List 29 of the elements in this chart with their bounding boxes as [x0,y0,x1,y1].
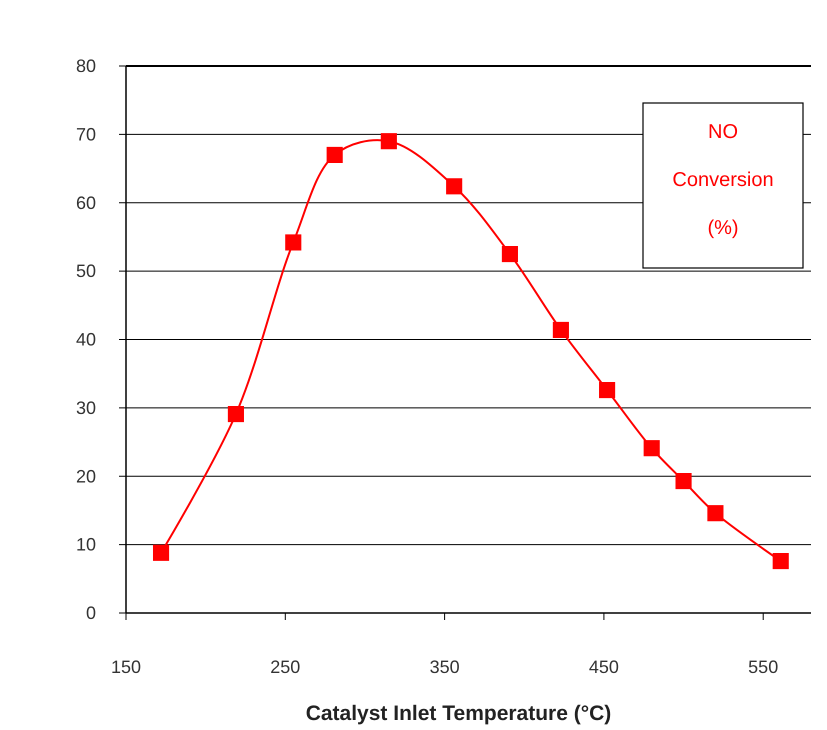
point [644,440,660,456]
x-tick-label: 250 [270,657,300,677]
y-tick-label: 60 [76,192,96,213]
y-tick-label: 70 [76,124,96,144]
x-tick-label: 450 [588,657,619,677]
y-tick-label: 50 [76,261,96,282]
point [675,472,692,490]
point [772,552,789,570]
x-tick-label: 550 [748,657,778,677]
point [446,178,462,194]
y-tick-label: 0 [86,603,96,623]
y-tick-label: 20 [76,466,96,486]
x-axis-title: Catalyst Inlet Temperature (°C) [306,702,612,725]
x-tick-label: 150 [110,657,142,677]
y-tick-label: 30 [76,398,96,418]
point [326,146,343,163]
point [380,133,397,150]
point [285,234,302,250]
text: NO Conversion (%) [672,121,774,239]
point [552,322,569,338]
point [707,505,724,522]
x-tick-label: 350 [430,657,460,677]
y-tick-label: 40 [76,330,96,350]
point [599,382,616,398]
y-tick-label: 80 [76,56,96,76]
point [152,544,170,561]
y-tick-label: 10 [76,534,96,555]
point [228,406,244,422]
point [502,246,518,262]
